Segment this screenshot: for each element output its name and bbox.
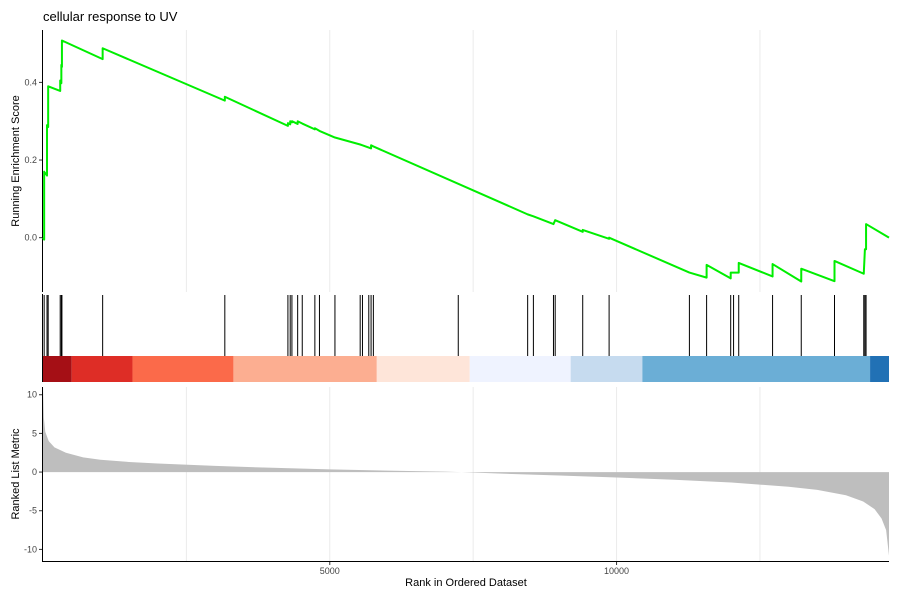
color-bar-segment bbox=[71, 356, 133, 382]
gene-hits-panel bbox=[42, 294, 889, 382]
score-y-axis-title: Running Enrichment Score bbox=[10, 95, 22, 226]
metric-y-tick-label: 0 bbox=[32, 467, 37, 477]
color-bar-segment bbox=[570, 356, 643, 382]
x-axis-title: Rank in Ordered Dataset bbox=[405, 577, 527, 589]
ranked-metric-area bbox=[43, 387, 889, 556]
color-bar-segment bbox=[642, 356, 871, 382]
metric-y-axis: 10 5 0 -5 -10 bbox=[24, 390, 42, 554]
score-y-tick-label: 0.0 bbox=[24, 233, 37, 243]
rank-color-bar bbox=[43, 356, 889, 382]
metric-y-tick-label: -5 bbox=[29, 506, 37, 516]
color-bar-segment bbox=[870, 356, 889, 382]
ranked-metric-panel: 10 5 0 -5 -10 5000 10000 Ranked List Metric R… bbox=[10, 387, 889, 589]
plot-title: cellular response to UV bbox=[43, 9, 178, 24]
color-bar-segment bbox=[376, 356, 470, 382]
running-score-line bbox=[42, 39, 890, 283]
color-bar-segment bbox=[43, 356, 72, 382]
x-tick-label: 5000 bbox=[320, 566, 340, 576]
x-axis: 5000 10000 bbox=[320, 562, 629, 576]
metric-y-axis-title: Ranked List Metric bbox=[10, 428, 22, 520]
metric-y-tick-label: 10 bbox=[27, 390, 37, 400]
color-bar-segment bbox=[132, 356, 234, 382]
score-y-tick-label: 0.4 bbox=[24, 77, 37, 87]
score-y-axis: 0.0 0.2 0.4 bbox=[24, 77, 42, 243]
chart-title: cellular response to UV bbox=[43, 9, 178, 24]
metric-y-tick-label: 5 bbox=[32, 428, 37, 438]
color-bar-segment bbox=[469, 356, 571, 382]
running-score-panel: 0.0 0.2 0.4 Running Enrichment Score bbox=[10, 30, 890, 292]
x-tick-label: 10000 bbox=[604, 566, 629, 576]
color-bar-segment bbox=[233, 356, 377, 382]
score-y-tick-label: 0.2 bbox=[24, 155, 37, 165]
metric-y-tick-label: -10 bbox=[24, 544, 37, 554]
score-x-gridlines bbox=[185, 30, 761, 292]
